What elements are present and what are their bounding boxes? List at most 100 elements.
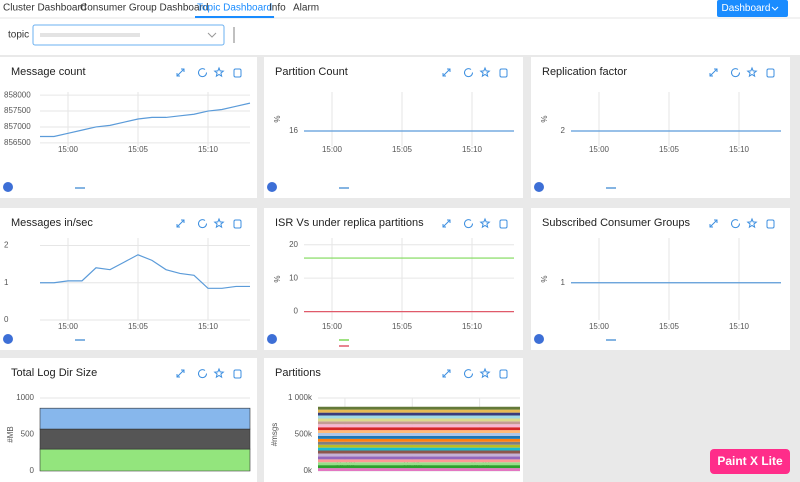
- panel-bg: [0, 208, 257, 350]
- settings-icon[interactable]: [267, 334, 277, 344]
- expand-icon[interactable]: [442, 68, 451, 77]
- y-axis-label: %: [540, 275, 549, 282]
- panel-title: Replication factor: [542, 66, 627, 78]
- x-tick-label: 15:05: [128, 145, 149, 154]
- select-value-blur: [40, 33, 140, 37]
- dashboard-button[interactable]: [717, 0, 788, 17]
- x-tick-label: 15:10: [729, 145, 750, 154]
- area-segment: [318, 447, 520, 451]
- settings-icon[interactable]: [267, 182, 277, 192]
- filter-label: topic: [8, 30, 29, 41]
- refresh-icon[interactable]: [731, 219, 741, 229]
- y-tick-label: 857000: [4, 122, 31, 131]
- alarm-icon[interactable]: [233, 369, 242, 379]
- area-segment: [318, 444, 520, 448]
- star-icon[interactable]: [479, 66, 491, 78]
- settings-icon[interactable]: [3, 334, 13, 344]
- expand-icon[interactable]: [442, 369, 451, 378]
- alarm-icon[interactable]: [499, 369, 508, 379]
- x-tick-label: 15:00: [589, 322, 610, 331]
- refresh-icon[interactable]: [464, 369, 474, 379]
- nav-tab[interactable]: Cluster Dashboard: [3, 3, 86, 14]
- x-tick-label: 15:10: [462, 322, 483, 331]
- y-tick-label: 0: [4, 315, 9, 324]
- series-line: [40, 102, 251, 138]
- star-icon[interactable]: [479, 217, 491, 229]
- panel-title: Subscribed Consumer Groups: [542, 217, 690, 229]
- alarm-icon[interactable]: [233, 219, 242, 229]
- alarm-icon[interactable]: [233, 68, 242, 78]
- y-tick-label: 857500: [4, 106, 31, 115]
- area-segment: [318, 456, 520, 460]
- alarm-icon[interactable]: [499, 219, 508, 229]
- settings-icon[interactable]: [3, 182, 13, 192]
- y-tick-label: 1000: [16, 393, 34, 402]
- refresh-icon[interactable]: [464, 219, 474, 229]
- panel-title: Messages in/sec: [11, 217, 93, 229]
- settings-icon[interactable]: [534, 334, 544, 344]
- panel: ISR Vs under replica partitions 0 10 20 15:0…: [264, 208, 523, 350]
- y-tick-label: 0k: [304, 466, 313, 475]
- y-tick-label: 1 000k: [288, 393, 313, 402]
- expand-icon[interactable]: [176, 219, 185, 228]
- x-tick-label: 15:00: [58, 322, 79, 331]
- panel-bg: [531, 57, 790, 198]
- expand-icon[interactable]: [176, 369, 185, 378]
- refresh-icon[interactable]: [464, 68, 474, 78]
- star-icon[interactable]: [746, 217, 758, 229]
- alarm-icon[interactable]: [766, 68, 775, 78]
- expand-icon[interactable]: [709, 219, 718, 228]
- caret: [771, 6, 779, 11]
- y-axis-label: #MB: [6, 426, 15, 442]
- y-axis-label: %: [273, 275, 282, 282]
- area-segment: [39, 448, 251, 472]
- expand-icon[interactable]: [442, 219, 451, 228]
- y-tick-label: 858000: [4, 90, 31, 99]
- x-tick-label: 15:05: [128, 322, 149, 331]
- nav-tab[interactable]: Info: [269, 3, 286, 14]
- refresh-icon[interactable]: [198, 68, 208, 78]
- alarm-icon[interactable]: [766, 219, 775, 229]
- nav-tab[interactable]: Alarm: [293, 3, 319, 14]
- x-tick-label: 15:10: [198, 145, 219, 154]
- series-line: [40, 254, 250, 289]
- x-tick-label: 15:10: [462, 145, 483, 154]
- dashboard-button-label: Dashboard: [722, 3, 771, 14]
- panel: Total Log Dir Size 0 500 1000 #MB: [0, 358, 257, 482]
- x-tick-label: 15:05: [392, 145, 413, 154]
- x-tick-label: 15:10: [198, 322, 219, 331]
- refresh-icon[interactable]: [198, 369, 208, 379]
- panel-title: Total Log Dir Size: [11, 367, 97, 379]
- x-tick-label: 15:10: [729, 322, 750, 331]
- panels: Message count 856500 857000 857500 858000 15:…: [0, 57, 790, 482]
- panel: Message count 856500 857000 857500 858000 15:…: [0, 57, 257, 198]
- area-segment: [318, 415, 520, 419]
- nav-tab[interactable]: Topic Dashboard: [197, 3, 272, 14]
- x-tick-label: 15:05: [392, 322, 413, 331]
- refresh-icon[interactable]: [198, 219, 208, 229]
- expand-icon[interactable]: [709, 68, 718, 77]
- area-segment: [318, 418, 520, 422]
- star-icon[interactable]: [479, 367, 491, 379]
- area-segment: [318, 412, 520, 416]
- area-segment: [318, 459, 520, 463]
- y-tick-label: 500k: [295, 430, 313, 439]
- y-axis-label: %: [540, 115, 549, 122]
- select-chevron: [207, 32, 217, 38]
- expand-icon[interactable]: [176, 68, 185, 77]
- area-segment: [318, 433, 520, 436]
- area-segment: [318, 450, 520, 454]
- star-icon[interactable]: [746, 66, 758, 78]
- nav-tab[interactable]: Consumer Group Dashboard: [80, 3, 208, 14]
- star-icon[interactable]: [213, 367, 225, 379]
- alarm-icon[interactable]: [499, 68, 508, 78]
- settings-icon[interactable]: [534, 182, 544, 192]
- refresh-icon[interactable]: [731, 68, 741, 78]
- area-segment: [318, 441, 520, 445]
- badge: [710, 449, 790, 474]
- star-icon[interactable]: [213, 66, 225, 78]
- panel-title: Partitions: [275, 367, 321, 379]
- y-tick-label: 1: [4, 278, 9, 287]
- star-icon[interactable]: [213, 217, 225, 229]
- x-tick-label: 15:00: [322, 145, 343, 154]
